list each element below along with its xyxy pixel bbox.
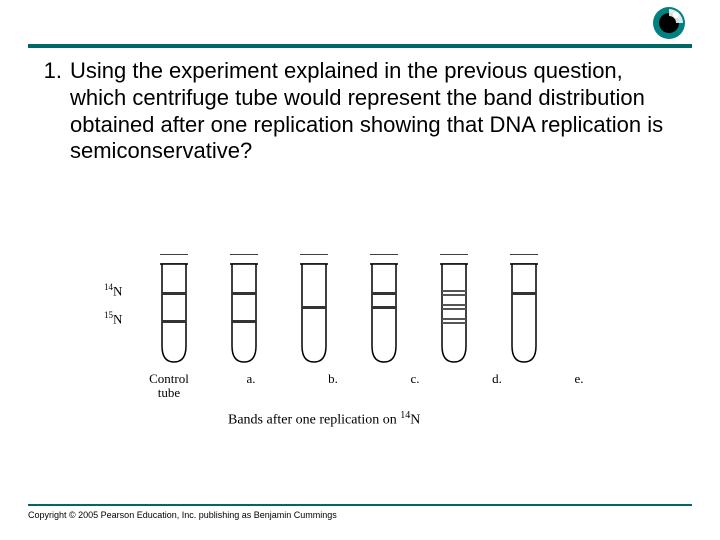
dna-band — [512, 292, 536, 295]
centrifuge-tube — [230, 254, 258, 364]
tube-label: Control tube — [148, 372, 190, 401]
dna-band — [442, 318, 466, 320]
figure-caption: Bands after one replication on 14N — [228, 410, 420, 429]
dna-band — [162, 320, 186, 323]
centrifuge-tube — [300, 254, 328, 364]
centrifuge-tube — [160, 254, 188, 364]
dna-band — [442, 322, 466, 324]
bottom-divider — [28, 504, 692, 506]
top-divider — [28, 44, 692, 48]
dna-band — [442, 304, 466, 306]
dna-band — [232, 292, 256, 295]
centrifuge-tube — [510, 254, 538, 364]
isotope-label-15n: 15N — [104, 310, 122, 327]
dna-band — [302, 306, 326, 309]
centrifuge-tube — [440, 254, 468, 364]
tubes-row — [160, 254, 538, 364]
tube-labels-row: Control tube a. b. c. d. e. — [148, 372, 600, 401]
tube-label: e. — [558, 372, 600, 401]
dna-band — [442, 294, 466, 296]
figure: 14N 15N Control tube a. b. c. d. e. Bands aft… — [100, 244, 620, 444]
question-block: 1. Using the experiment explained in the… — [36, 58, 676, 165]
dna-band — [442, 290, 466, 292]
dna-band — [372, 306, 396, 309]
isotope-label-14n: 14N — [104, 282, 122, 299]
dna-band — [232, 320, 256, 323]
dna-band — [372, 292, 396, 295]
question-text: Using the experiment explained in the pr… — [70, 58, 676, 165]
tube-label: c. — [394, 372, 436, 401]
tube-label: b. — [312, 372, 354, 401]
publisher-logo-icon — [652, 6, 686, 45]
tube-label: d. — [476, 372, 518, 401]
dna-band — [162, 292, 186, 295]
centrifuge-tube — [370, 254, 398, 364]
dna-band — [442, 308, 466, 310]
copyright-text: Copyright © 2005 Pearson Education, Inc.… — [28, 510, 337, 520]
question-number: 1. — [36, 58, 62, 84]
tube-label: a. — [230, 372, 272, 401]
